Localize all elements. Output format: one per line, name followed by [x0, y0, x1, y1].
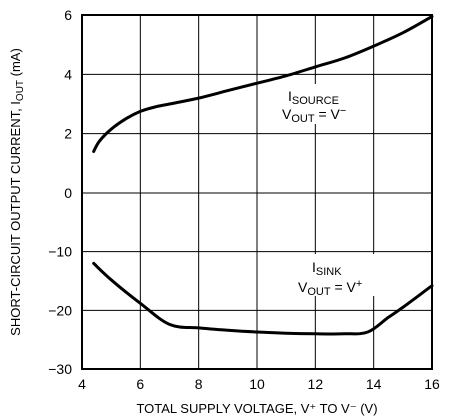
y-axis-label-pre: SHORT-CIRCUIT OUTPUT CURRENT, I	[8, 101, 23, 336]
y-axis-label-post: (mA)	[8, 48, 23, 80]
series-i-source-line	[92, 15, 434, 153]
source-label: ISOURCE	[288, 88, 339, 107]
source-cond-post: = V	[315, 106, 341, 122]
y-tick-label: 4	[64, 66, 72, 82]
sink-annotation-bg	[296, 254, 382, 296]
source-cond-sub: OUT	[291, 113, 315, 125]
x-tick-label: 16	[424, 376, 440, 392]
y-tick-label: 2	[64, 126, 72, 142]
x-tick-label: 10	[249, 376, 265, 392]
tick-layer: 4 6 8 10 12 14 16 6 4 2 0 −10 −20 −30	[48, 7, 440, 392]
y-tick-label: −20	[48, 302, 72, 318]
y-tick-label: −10	[48, 244, 72, 260]
source-cond-sup: −	[340, 105, 346, 117]
x-axis-label: TOTAL SUPPLY VOLTAGE, V⁺ TO V⁻ (V)	[136, 401, 377, 416]
sink-cond-post: = V	[331, 279, 357, 295]
sink-cond-sub: OUT	[307, 286, 331, 298]
source-label-sub: SOURCE	[292, 95, 339, 107]
y-axis-label-sub: OUT	[15, 80, 26, 101]
source-condition: VOUT = V−	[282, 105, 346, 125]
series-i-sink-line	[92, 261, 434, 336]
sink-condition: VOUT = V+	[298, 278, 362, 298]
y-tick-label: −30	[48, 361, 72, 377]
source-cond-pre: V	[282, 106, 292, 122]
grid-layer	[82, 15, 432, 369]
x-tick-label: 12	[308, 376, 324, 392]
sink-label-sub: SINK	[316, 266, 342, 278]
x-tick-label: 4	[78, 376, 86, 392]
y-tick-label: 0	[64, 185, 72, 201]
y-axis-label: SHORT-CIRCUIT OUTPUT CURRENT, IOUT (mA)	[8, 48, 26, 336]
sink-label-main: I	[312, 259, 316, 275]
sink-cond-pre: V	[298, 279, 308, 295]
plot-frame	[81, 14, 433, 370]
source-annotation-bg	[280, 84, 372, 124]
sink-label: ISINK	[312, 259, 342, 278]
y-tick-label: 6	[64, 7, 72, 23]
x-tick-label: 8	[195, 376, 203, 392]
source-label-main: I	[288, 88, 292, 104]
x-tick-label: 6	[136, 376, 144, 392]
sink-cond-sup: +	[356, 278, 362, 290]
x-tick-label: 14	[366, 376, 382, 392]
series-layer	[92, 15, 434, 336]
